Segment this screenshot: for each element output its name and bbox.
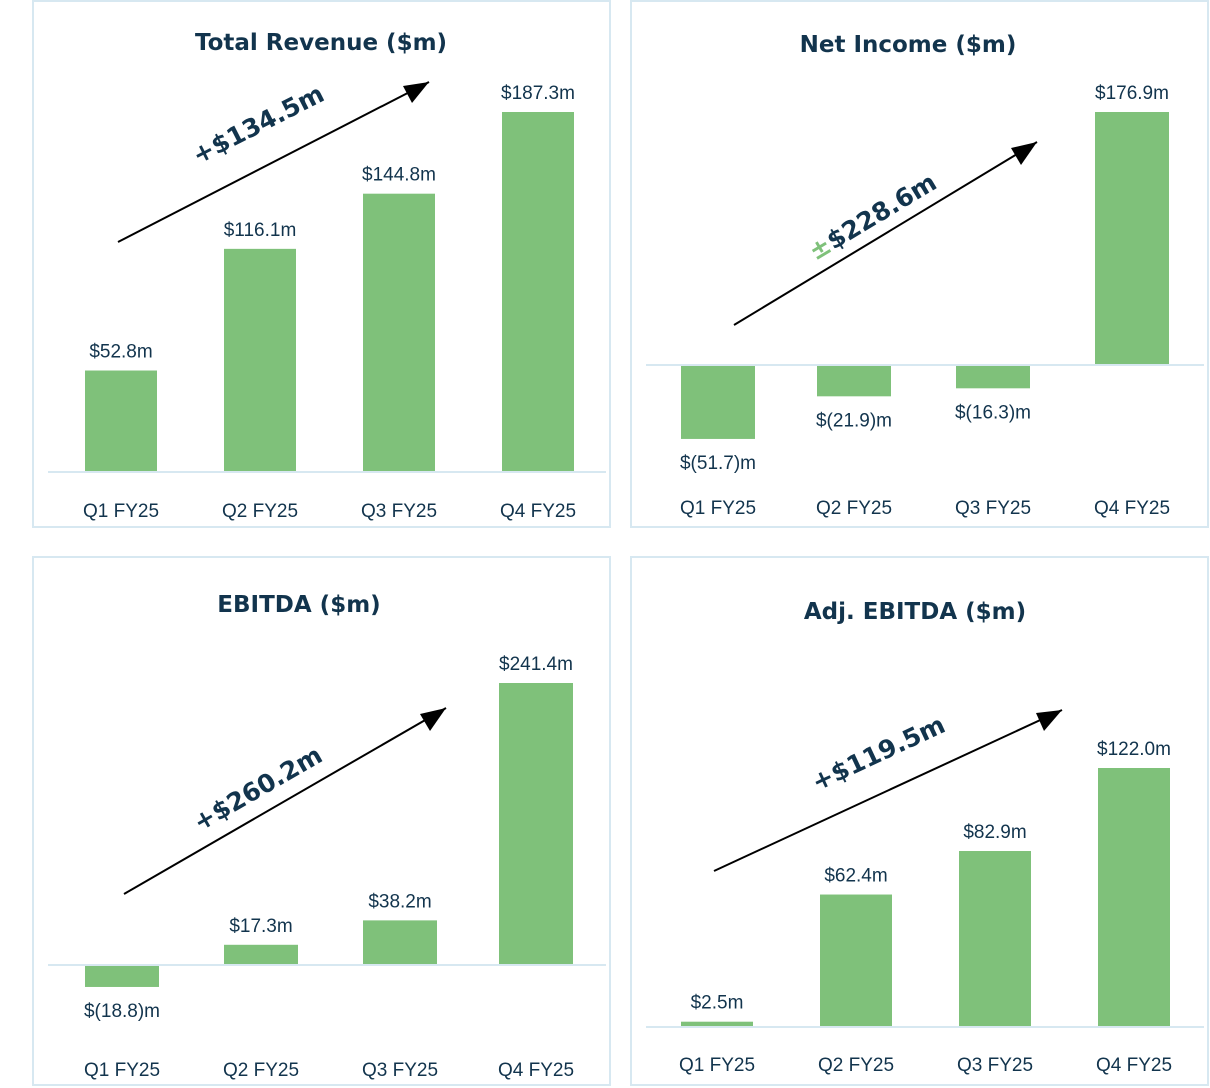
x-tick-label: Q4 FY25: [498, 1060, 574, 1081]
bar-q3-fy25: [363, 920, 437, 965]
bar-value-label: $17.3m: [229, 916, 292, 937]
growth-arrowhead: [420, 708, 446, 731]
chart-svg: Net Income ($m) $(51.7)m $(21.9)m $(16.3)m…: [646, 32, 1204, 519]
x-tick-label: Q3 FY25: [362, 1060, 438, 1081]
chart-title: Net Income ($m): [800, 32, 1017, 58]
bar-value-label: $2.5m: [691, 993, 744, 1014]
value-labels-group: $(51.7)m $(21.9)m $(16.3)m $176.9m: [680, 83, 1169, 474]
growth-arrowhead: [1011, 142, 1037, 165]
bar-q3-fy25: [959, 851, 1031, 1027]
growth-arrow: [123, 707, 447, 895]
bars-group: [681, 112, 1169, 439]
growth-annotation: +$260.2m: [123, 707, 447, 895]
chart-panel-total-revenue: Total Revenue ($m) $52.8m $116.1m $144.8m $…: [32, 0, 611, 528]
chart-title: Adj. EBITDA ($m): [804, 599, 1026, 625]
x-tick-labels-group: Q1 FY25 Q2 FY25 Q3 FY25 Q4 FY25: [679, 1055, 1172, 1076]
bar-value-label: $52.8m: [89, 342, 152, 363]
bars-group: [681, 768, 1170, 1027]
bar-value-label: $187.3m: [501, 83, 575, 104]
bar-q1-fy25: [85, 370, 157, 472]
x-tick-label: Q2 FY25: [223, 1060, 299, 1081]
x-tick-label: Q2 FY25: [222, 501, 298, 522]
x-tick-label: Q2 FY25: [818, 1055, 894, 1076]
value-labels-group: $52.8m $116.1m $144.8m $187.3m: [89, 83, 575, 363]
chart-panel-net-income: Net Income ($m) $(51.7)m $(21.9)m $(16.3)m…: [630, 0, 1209, 528]
chart-title: EBITDA ($m): [217, 592, 380, 618]
value-labels-group: $(18.8)m $17.3m $38.2m $241.4m: [84, 654, 573, 1022]
x-tick-label: Q1 FY25: [679, 1055, 755, 1076]
delta-value: $260.2m: [207, 740, 328, 826]
value-labels-group: $2.5m $62.4m $82.9m $122.0m: [691, 739, 1171, 1014]
bar-q2-fy25: [820, 894, 892, 1027]
bar-q4-fy25: [499, 683, 573, 965]
bar-value-label: $176.9m: [1095, 83, 1169, 104]
chart-svg: Total Revenue ($m) $52.8m$116.1m$144.8m$…: [48, 30, 606, 522]
bars-group: [85, 683, 573, 987]
delta-value: $134.5m: [206, 79, 328, 160]
x-tick-label: Q2 FY25: [816, 498, 892, 519]
bar-q4-fy25: [1095, 112, 1169, 365]
bar-value-label: $38.2m: [368, 891, 431, 912]
growth-delta-label: +$134.5m: [188, 79, 329, 170]
x-tick-label: Q1 FY25: [83, 501, 159, 522]
growth-delta-label: ±$228.6m: [804, 167, 942, 266]
x-tick-labels-group: Q1 FY25 Q2 FY25 Q3 FY25 Q4 FY25: [84, 1060, 574, 1081]
chart-title: Total Revenue ($m): [195, 30, 447, 56]
bar-q3-fy25: [363, 193, 435, 472]
bar-value-label: $(51.7)m: [680, 453, 756, 474]
growth-arrowhead: [403, 82, 429, 103]
growth-arrow: [713, 709, 1063, 872]
x-tick-label: Q1 FY25: [84, 1060, 160, 1081]
bar-q4-fy25: [1098, 768, 1170, 1027]
x-tick-label: Q4 FY25: [500, 501, 576, 522]
x-tick-label: Q3 FY25: [955, 498, 1031, 519]
growth-annotation: ±$228.6m: [733, 141, 1038, 326]
x-tick-label: Q4 FY25: [1094, 498, 1170, 519]
x-tick-label: Q4 FY25: [1096, 1055, 1172, 1076]
bar-q4-fy25: [502, 112, 574, 472]
growth-arrowhead: [1036, 710, 1062, 731]
bar-q1-fy25: [85, 965, 159, 987]
bar-value-label: $144.8m: [362, 165, 436, 186]
x-tick-label: Q3 FY25: [361, 501, 437, 522]
growth-delta-label: +$119.5m: [807, 710, 949, 797]
bar-value-label: $116.1m: [224, 220, 297, 241]
x-tick-label: Q1 FY25: [680, 498, 756, 519]
bar-value-label: $(21.9)m: [816, 410, 892, 431]
chart-svg: EBITDA ($m) $(18.8)m$17.3m$38.2m$241.4m …: [48, 592, 606, 1081]
bar-value-label: $82.9m: [963, 822, 1026, 843]
bar-value-label: $122.0m: [1097, 739, 1171, 760]
bar-value-label: $(16.3)m: [955, 402, 1031, 423]
x-tick-labels-group: Q1 FY25 Q2 FY25 Q3 FY25 Q4 FY25: [83, 501, 576, 522]
bar-q1-fy25: [681, 1021, 753, 1027]
bar-q3-fy25: [956, 365, 1030, 389]
growth-arrow: [733, 141, 1038, 326]
bar-value-label: $241.4m: [499, 654, 573, 675]
chart-panel-adj-ebitda: Adj. EBITDA ($m) $2.5m $62.4m $82.9m $122.0…: [630, 556, 1209, 1086]
chart-panel-ebitda: EBITDA ($m) $(18.8)m $17.3m $38.2m $241.4m …: [32, 556, 611, 1086]
bar-q1-fy25: [681, 365, 755, 439]
chart-svg: Adj. EBITDA ($m) $2.5m $62.4m $82.9m $122.0…: [646, 599, 1204, 1076]
growth-arrow: [117, 81, 430, 243]
bar-value-label: $(18.8)m: [84, 1001, 160, 1022]
delta-value: $119.5m: [826, 710, 949, 788]
bar-q2-fy25: [817, 365, 891, 397]
bar-value-label: $62.4m: [824, 866, 887, 887]
x-tick-labels-group: Q1 FY25 Q2 FY25 Q3 FY25 Q4 FY25: [680, 498, 1170, 519]
growth-annotation: +$119.5m: [713, 709, 1063, 872]
bars-group: [85, 112, 574, 472]
bar-q2-fy25: [224, 944, 298, 965]
bar-q2-fy25: [224, 248, 296, 472]
x-tick-label: Q3 FY25: [957, 1055, 1033, 1076]
